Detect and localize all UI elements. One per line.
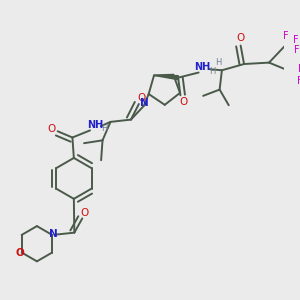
Text: O: O [47,124,56,134]
Text: H: H [215,58,222,67]
Text: O: O [138,93,146,103]
Text: H: H [209,67,215,76]
Text: N: N [140,98,149,108]
Text: O: O [16,248,25,258]
Text: O: O [80,208,88,218]
Polygon shape [154,75,178,80]
Text: NH: NH [87,120,103,130]
Text: N: N [49,230,58,239]
Text: F: F [298,76,300,86]
Text: F: F [292,35,298,46]
Text: O: O [179,97,188,106]
Text: F: F [298,64,300,74]
Text: NH: NH [194,62,210,72]
Text: F: F [283,31,289,41]
Text: H: H [102,124,108,133]
Text: O: O [237,34,245,44]
Text: F: F [294,45,299,56]
